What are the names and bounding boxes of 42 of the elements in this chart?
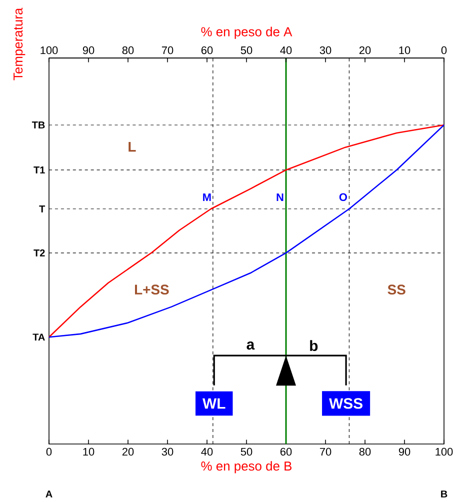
annotation: SS xyxy=(388,284,406,295)
x2-tick-label: 70 xyxy=(162,46,174,54)
x-tick-label: 60 xyxy=(280,448,292,456)
x-tick-label: 70 xyxy=(320,448,332,456)
x-axis-title: % en peso de B xyxy=(201,461,292,474)
x2-tick-label: 0 xyxy=(441,46,447,54)
x2-tick-label: 30 xyxy=(320,46,332,54)
ref-line-label: T xyxy=(39,205,46,212)
text: A xyxy=(46,490,52,498)
annotation: WSS xyxy=(329,398,362,409)
x2-tick-label: 50 xyxy=(240,46,252,54)
x2-tick-label: 100 xyxy=(40,46,58,54)
ref-line-label: T1 xyxy=(34,166,45,174)
annotation: L xyxy=(128,142,136,152)
annotation: WL xyxy=(202,398,226,409)
x-tick-label: 20 xyxy=(122,448,134,456)
annotation: M xyxy=(203,194,211,202)
annotation: O xyxy=(339,193,348,202)
y-axis-title: Temperatura xyxy=(14,8,26,80)
annotation: a xyxy=(246,341,255,350)
text: B xyxy=(441,490,448,498)
x2-tick-label: 90 xyxy=(82,46,94,54)
annotation: L+SS xyxy=(135,284,169,295)
x-tick-label: 80 xyxy=(359,448,371,456)
x-tick-label: 50 xyxy=(240,448,252,456)
x2-tick-label: 80 xyxy=(122,46,134,54)
ref-line-label: TB xyxy=(32,122,45,128)
x-tick-label: 40 xyxy=(201,448,213,456)
x2-tick-label: 20 xyxy=(359,46,371,54)
x2-tick-label: 60 xyxy=(201,46,213,54)
x2-axis-title: % en peso de A xyxy=(201,26,292,39)
x-tick-label: 30 xyxy=(162,448,174,456)
annotation: b xyxy=(310,340,318,352)
x-tick-label: 90 xyxy=(398,448,410,456)
x2-tick-label: 40 xyxy=(280,46,292,54)
annotation: TA xyxy=(32,334,45,341)
x-tick-label: 0 xyxy=(46,448,52,456)
annotation: N xyxy=(276,194,284,202)
x-tick-label: 10 xyxy=(83,448,94,456)
x-tick-label: 100 xyxy=(436,448,453,456)
ref-line-label: T2 xyxy=(34,249,45,256)
x2-tick-label: 10 xyxy=(399,46,410,54)
